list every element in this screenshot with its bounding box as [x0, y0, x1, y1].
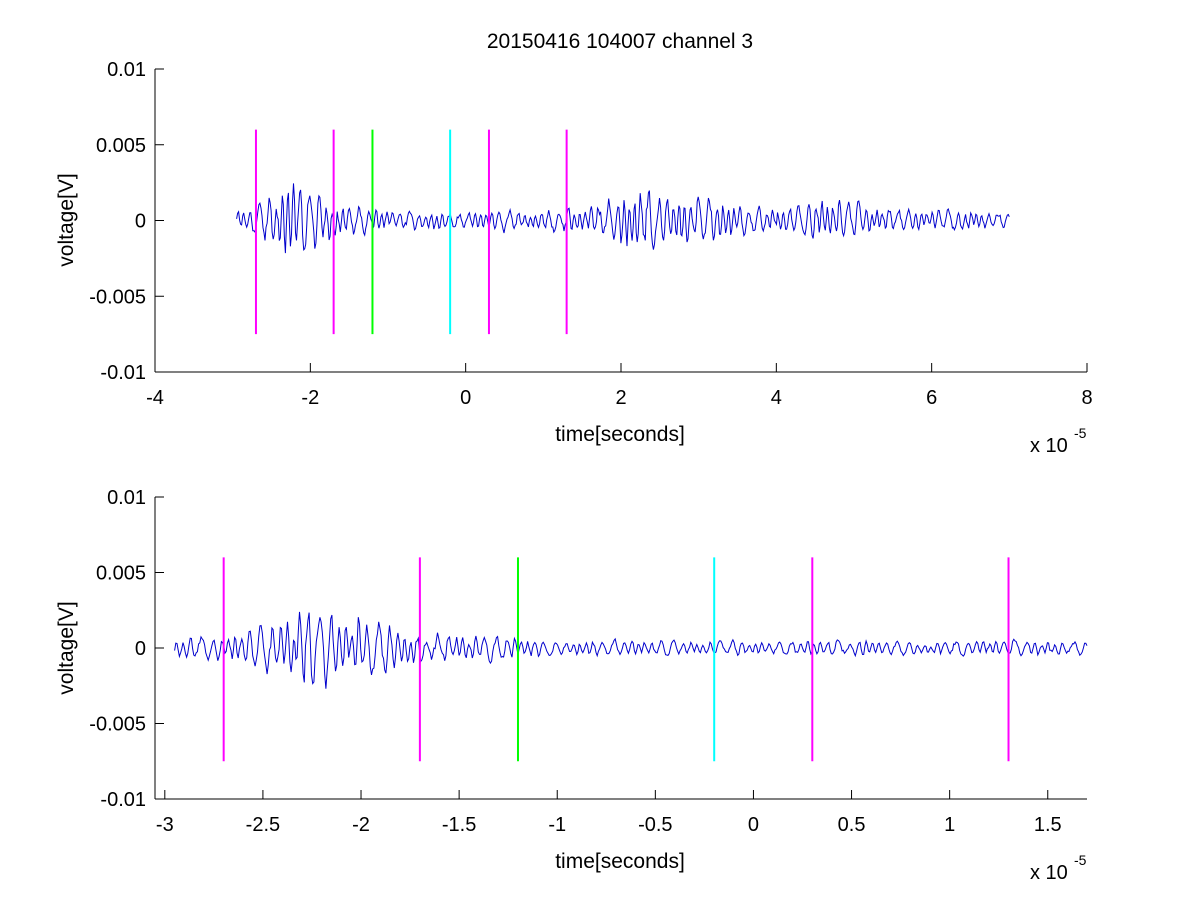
top-y-tick-label: 0: [135, 211, 146, 233]
bottom-x-tick-label: 1: [944, 814, 955, 836]
bottom-y-axis-label: voltage[V]: [55, 601, 78, 694]
bottom-x-tick-label: -1: [548, 814, 566, 836]
bottom-x-exponent-base: x 10: [1030, 862, 1068, 884]
top-x-exponent-power: -5: [1074, 425, 1087, 441]
top-y-tick-label: 0.01: [107, 59, 146, 81]
top-x-tick-label: 4: [771, 387, 782, 409]
top-y-axis-label: voltage[V]: [55, 173, 78, 266]
top-x-exponent-base: x 10: [1030, 435, 1068, 457]
top-y-tick-label: 0.005: [96, 135, 146, 157]
bottom-x-tick-label: -0.5: [638, 814, 672, 836]
bottom-x-tick-label: 0: [748, 814, 759, 836]
top-x-tick-label: 2: [615, 387, 626, 409]
bottom-signal-trace: [174, 611, 1088, 689]
bottom-subplot: time[seconds] voltage[V] x 10 -5 0.01 0.0…: [55, 487, 1088, 884]
bottom-x-tick-label: -3: [156, 814, 174, 836]
bottom-x-exponent-power: -5: [1074, 852, 1087, 868]
top-x-tick-label: -2: [301, 387, 319, 409]
top-x-tick-label: 8: [1081, 387, 1092, 409]
figure-title: 20150416 104007 channel 3: [487, 30, 753, 53]
top-y-tick-label: -0.01: [100, 362, 146, 384]
top-x-axis-label: time[seconds]: [555, 423, 685, 446]
top-y-tick-label: -0.005: [89, 286, 146, 308]
top-signal-trace: [236, 183, 1010, 254]
bottom-x-tick-label: -2: [352, 814, 370, 836]
bottom-y-tick-label: 0.01: [107, 487, 146, 509]
bottom-x-tick-label: -2.5: [246, 814, 280, 836]
bottom-x-tick-label: 1.5: [1034, 814, 1062, 836]
bottom-x-tick-label: -1.5: [442, 814, 476, 836]
bottom-y-tick-label: -0.01: [100, 789, 146, 811]
bottom-y-tick-label: -0.005: [89, 714, 146, 736]
bottom-y-tick-label: 0: [135, 638, 146, 660]
top-subplot: time[seconds] voltage[V] x 10 -5 0.01 0.0…: [55, 59, 1093, 457]
top-x-tick-label: 6: [926, 387, 937, 409]
bottom-x-tick-label: 0.5: [838, 814, 866, 836]
bottom-x-axis-label: time[seconds]: [555, 850, 685, 873]
top-x-tick-label: -4: [146, 387, 164, 409]
bottom-y-tick-label: 0.005: [96, 563, 146, 585]
top-x-tick-label: 0: [460, 387, 471, 409]
